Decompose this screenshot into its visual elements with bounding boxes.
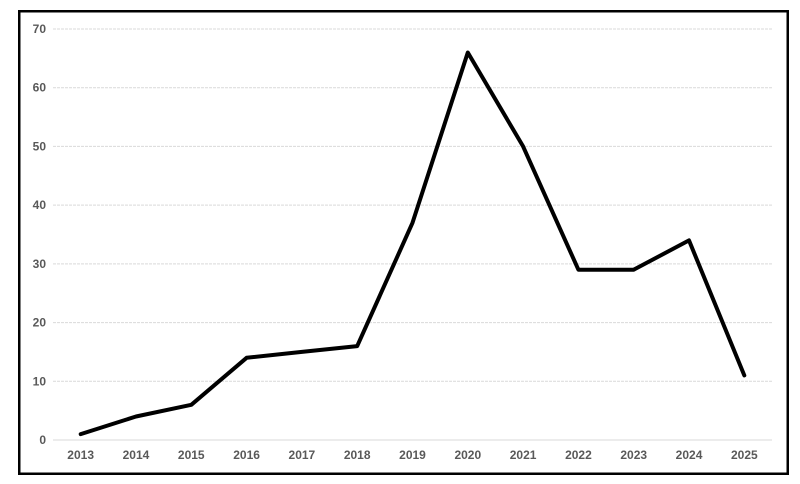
x-axis-tick-label: 2022	[565, 448, 592, 462]
y-axis-tick-label: 50	[33, 139, 47, 153]
x-axis-tick-label: 2018	[344, 448, 371, 462]
x-axis-tick-label: 2020	[454, 448, 481, 462]
data-series-line	[78, 50, 747, 437]
x-axis-tick-label: 2021	[510, 448, 537, 462]
y-axis-tick-label: 0	[39, 433, 46, 447]
x-axis-tick-label: 2017	[289, 448, 316, 462]
x-axis-tick-label: 2013	[67, 448, 94, 462]
y-axis-tick-label: 20	[33, 316, 47, 330]
y-axis-tick-label: 70	[33, 22, 47, 36]
y-axis-tick-label: 40	[33, 198, 47, 212]
x-axis-tick-label: 2015	[178, 448, 205, 462]
x-axis-tick-label: 2024	[676, 448, 703, 462]
x-axis-tick-label: 2014	[123, 448, 150, 462]
x-axis-tick-label: 2016	[233, 448, 260, 462]
y-axis-tick-label: 10	[33, 374, 47, 388]
chart-border	[18, 10, 789, 475]
x-axis-tick-label: 2019	[399, 448, 426, 462]
y-axis-tick-label: 60	[33, 81, 47, 95]
y-axis-tick-label: 30	[33, 257, 47, 271]
x-axis-tick-label: 2023	[620, 448, 647, 462]
x-axis-tick-label: 2025	[731, 448, 758, 462]
